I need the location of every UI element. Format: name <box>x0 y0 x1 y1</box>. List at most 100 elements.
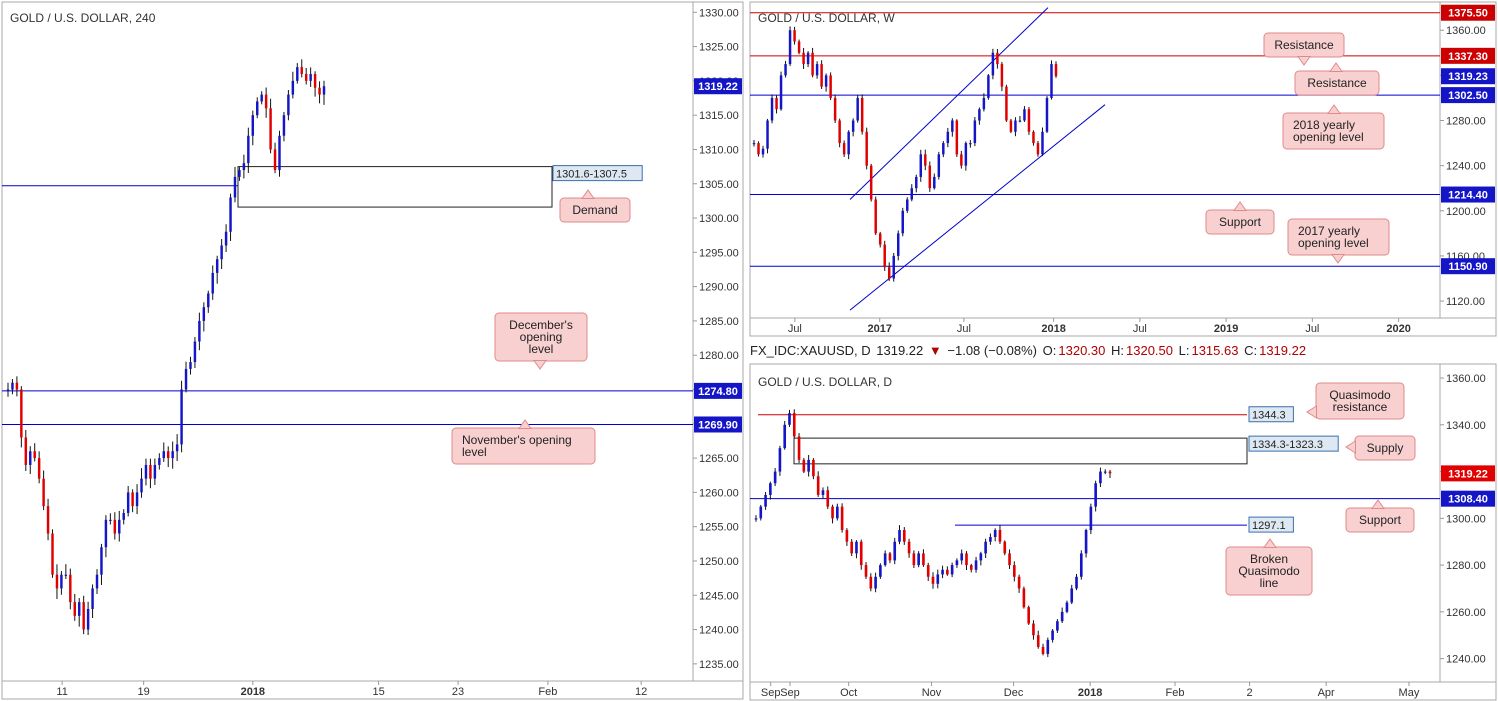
daily-title: GOLD / U.S. DOLLAR, D <box>758 375 892 389</box>
daily-x-tick-label: May <box>1399 687 1420 699</box>
h4-candle-body <box>126 492 130 513</box>
weekly-y-tick-label: 1240.00 <box>1446 161 1486 173</box>
weekly-candle-body <box>775 97 778 110</box>
daily-candle-body <box>883 553 887 566</box>
h4-y-tick-label: 1290.00 <box>699 282 739 294</box>
weekly-candle-body <box>806 52 810 65</box>
daily-candle-body <box>941 569 944 575</box>
weekly-candle-body <box>1009 120 1013 132</box>
weekly-candle-body <box>838 120 841 144</box>
h4-price-tag-label: 1274.80 <box>698 386 738 398</box>
weekly-candle-body <box>770 97 774 121</box>
h4-candle-body <box>113 519 117 534</box>
daily-note-bqm-text: Broken <box>1250 552 1288 566</box>
daily-supply-zone <box>793 437 1248 465</box>
h4-candle-body <box>202 307 206 321</box>
weekly-note-2018-text: opening level <box>1293 130 1364 144</box>
legend-change: −1.08 (−0.08%) <box>947 343 1038 358</box>
daily-zone-label-text: 1334.3-1323.3 <box>1252 439 1323 451</box>
h4-x-tick-label: Feb <box>538 686 557 698</box>
legend-close-value: 1319.22 <box>1259 343 1307 358</box>
daily-y-tick-label: 1300.00 <box>1446 513 1486 525</box>
weekly-price-tag-label: 1150.90 <box>1448 261 1487 273</box>
h4-candle-body <box>220 245 223 260</box>
h4-candle-body <box>309 74 312 81</box>
daily-candle-body <box>1065 602 1069 612</box>
weekly-x-tick-label: Jul <box>1133 323 1147 335</box>
daily-candle-body <box>965 553 968 566</box>
daily-candle-body <box>1084 530 1088 554</box>
daily-y-tick-label: 1360.00 <box>1446 373 1486 385</box>
weekly-note-resistance-top-text: Resistance <box>1274 38 1334 52</box>
weekly-candle-body <box>860 97 864 132</box>
daily-note-quasimodo-tail <box>1306 405 1317 419</box>
weekly-candle-body <box>1000 64 1004 87</box>
weekly-candle-body <box>1054 64 1058 77</box>
h4-candle-body <box>207 293 210 308</box>
weekly-candle-body <box>996 52 999 65</box>
weekly-candle-body <box>752 143 756 145</box>
h4-y-tick-label: 1235.00 <box>699 659 739 671</box>
legend-last: 1319.22 <box>876 343 924 358</box>
weekly-candle-body <box>1041 131 1044 155</box>
h4-candle-body <box>51 533 54 575</box>
h4-note-december-text: level <box>529 342 554 356</box>
daily-x-tick-label: Apr <box>1318 687 1335 699</box>
daily-candle-body <box>879 565 882 577</box>
weekly-price-tag-label: 1302.50 <box>1448 90 1488 102</box>
h4-candle-body <box>193 341 197 363</box>
h4-note-demand-box <box>559 197 631 223</box>
weekly-candle-body <box>824 75 828 87</box>
daily-candle-body <box>1022 588 1026 608</box>
daily-x-tick-label: Feb <box>1166 687 1185 699</box>
weekly-candle-body <box>892 255 895 279</box>
daily-x-tick-label: Sep <box>761 687 781 699</box>
weekly-candle-body <box>1014 120 1017 132</box>
h4-candle-body <box>131 492 134 507</box>
daily-note-quasimodo-text: resistance <box>1333 400 1388 414</box>
weekly-x-tick-label: 2018 <box>1041 323 1065 335</box>
h4-candle-body <box>37 458 41 479</box>
weekly-candle-body <box>973 120 977 144</box>
h4-candle-body <box>122 512 125 520</box>
daily-candle-body <box>845 530 849 542</box>
daily-candle-body <box>1036 635 1040 647</box>
weekly-y-tick-label: 1120.00 <box>1446 296 1485 308</box>
weekly-candle-body <box>820 64 823 87</box>
weekly-y-tick-label: 1280.00 <box>1446 116 1486 128</box>
h4-candle-body <box>215 259 219 273</box>
daily-candle-body <box>993 530 997 538</box>
h4-candle-body <box>184 368 188 390</box>
legend-low-value: 1315.63 <box>1191 343 1239 358</box>
weekly-price-tag-label: 1319.23 <box>1448 71 1488 83</box>
weekly-candle-body <box>856 97 859 121</box>
daily-candle-body <box>974 560 978 570</box>
h4-zone-label-text: 1301.6-1307.5 <box>556 169 627 181</box>
weekly-note-2018-text: 2018 yearly <box>1293 118 1355 132</box>
daily-candle-body <box>1075 576 1078 589</box>
daily-note-support-tail <box>1371 499 1385 509</box>
daily-candle-body <box>807 459 810 472</box>
daily-note-supply-text: Supply <box>1367 441 1404 455</box>
daily-candle-body <box>907 541 911 554</box>
daily-note-support-text: Support <box>1359 513 1402 527</box>
daily-y-tick-label: 1240.00 <box>1446 654 1486 666</box>
weekly-note-support-tail <box>1233 201 1247 211</box>
legend-high-value: 1320.50 <box>1126 343 1173 358</box>
h4-candle-body <box>189 362 192 369</box>
h4-candle-body <box>104 519 108 548</box>
h4-candle-body <box>77 602 81 616</box>
daily-candle-body <box>931 576 935 584</box>
daily-note-quasimodo-box <box>1315 382 1405 420</box>
weekly-candle-body <box>978 109 981 121</box>
weekly-price-tag-label: 1337.30 <box>1448 51 1488 63</box>
weekly-candle-body <box>829 75 832 98</box>
weekly-candle-body <box>1018 120 1022 122</box>
h4-candle-body <box>20 389 23 438</box>
legend-high-label: H: <box>1111 343 1124 358</box>
h4-x-tick-label: 12 <box>635 686 647 698</box>
daily-qm-label-box <box>1248 406 1294 423</box>
weekly-x-tick-label: Jul <box>957 323 971 335</box>
weekly-candle-body <box>987 75 990 98</box>
h4-candle-body <box>171 451 174 459</box>
